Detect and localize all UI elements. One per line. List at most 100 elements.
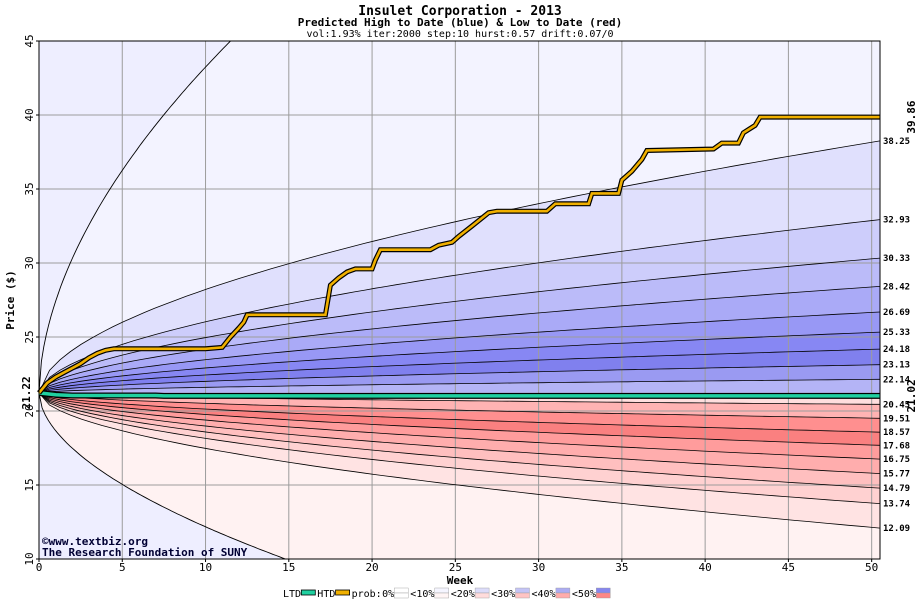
lower-quantile-line: [38, 392, 881, 419]
legend-prob-label: <20%: [451, 589, 475, 600]
lower-quantile-line: [38, 392, 881, 433]
legend-htd-swatch: [335, 589, 351, 596]
upper-probability-band: [39, 258, 880, 393]
x-tick-label: 35: [615, 561, 628, 574]
y-tick-label: 30: [23, 256, 36, 269]
lower-probability-band: [39, 392, 880, 433]
x-tick-label: 15: [282, 561, 295, 574]
legend-prob-swatch-high: [596, 587, 611, 594]
level-label: 24.18: [883, 345, 910, 355]
legend-prob-swatch-high: [474, 587, 490, 594]
lower-probability-band: [39, 392, 880, 446]
lower-quantile-line: [38, 392, 881, 489]
upper-quantile-line: [38, 378, 881, 394]
upper-quantile-line: [38, 331, 881, 394]
level-label: 13.74: [883, 500, 911, 510]
htd-line: [37, 115, 880, 394]
upper-probability-band: [39, 312, 880, 393]
level-label: 20.45: [883, 400, 910, 410]
lower-quantile-line: [38, 392, 881, 460]
y-axis-label: Price ($): [4, 270, 17, 330]
level-label: 16.75: [883, 455, 910, 465]
legend-prob-swatch-low: [515, 592, 530, 599]
legend-prob-swatch-low: [474, 592, 490, 599]
legend-ltd-label: LTD: [283, 589, 301, 600]
legend-prob-swatch-high: [515, 587, 530, 594]
x-tick-label: 10: [199, 561, 212, 574]
level-labels: 38.25 32.93 30.33 28.42 26.69 25.33 24.18 23.13…: [883, 137, 911, 534]
x-tick-label: 45: [782, 561, 795, 574]
chart-subtitle: Predicted High to Date (blue) & Low to D…: [298, 16, 623, 29]
upper-probability-band: [39, 364, 880, 393]
legend-prob-label: 0%: [382, 589, 394, 600]
start-price-label: 21.22: [20, 376, 33, 409]
level-label: 17.68: [883, 441, 910, 451]
lower-quantile-line: [38, 392, 881, 446]
x-axis-ticks: 0 5 10 15 20 25 30 35 40 45 50: [36, 559, 878, 574]
lower-quantile-line: [38, 392, 881, 529]
upper-probability-band: [39, 379, 880, 393]
simulation-parameters: vol:1.93% iter:2000 step:10 hurst:0.57 d…: [306, 29, 613, 40]
y-tick-label: 25: [23, 330, 36, 343]
outer-high-envelope: [38, 40, 248, 393]
legend-prob-label: <30%: [491, 589, 515, 600]
y-tick-label: 45: [23, 34, 36, 47]
x-tick-label: 0: [36, 561, 43, 574]
legend-prob-swatch-low: [596, 592, 611, 599]
x-axis-label: Week: [447, 574, 474, 587]
lower-quantile-line: [38, 392, 881, 504]
legend-prob-label: <50%: [572, 589, 596, 600]
legend-prob-swatch-high: [434, 587, 449, 594]
level-label: 30.33: [883, 254, 910, 264]
x-tick-label: 50: [865, 561, 878, 574]
y-tick-label: 10: [23, 552, 36, 565]
upper-quantile-line: [38, 364, 881, 394]
lower-probability-band: [39, 392, 880, 529]
level-label: 23.13: [883, 361, 910, 371]
level-label: 22.14: [883, 375, 911, 385]
x-tick-label: 25: [449, 561, 462, 574]
y-axis-ticks: 10 15 20 25 30 35 40 45: [23, 34, 39, 566]
level-label: 14.79: [883, 484, 910, 494]
lower-probability-band: [39, 392, 880, 559]
y-tick-label: 40: [23, 108, 36, 121]
y-tick-label: 20: [23, 404, 36, 417]
level-label: 28.42: [883, 282, 910, 292]
plot-border: [38, 40, 881, 560]
current-low-label: 21.02: [905, 379, 918, 412]
level-label: 15.77: [883, 470, 910, 480]
plot-area: [39, 41, 880, 559]
level-label: 38.25: [883, 137, 910, 147]
level-label: 18.57: [883, 428, 910, 438]
upper-probability-band: [39, 349, 880, 393]
upper-quantile-line: [38, 348, 881, 394]
x-tick-label: 20: [365, 561, 378, 574]
lower-quantile-line: [38, 392, 881, 474]
legend-prob-prefix: prob:: [352, 589, 382, 600]
upper-probability-band: [39, 332, 880, 393]
legend-prob-swatch-low: [555, 592, 571, 599]
upper-quantile-line: [38, 286, 881, 394]
level-label: 25.33: [883, 328, 910, 338]
x-tick-label: 40: [699, 561, 712, 574]
legend-prob-swatch-high: [394, 587, 409, 594]
upper-quantile-line: [38, 219, 881, 394]
y-tick-label: 35: [23, 182, 36, 195]
x-tick-label: 30: [532, 561, 545, 574]
legend-prob-swatch-low: [434, 592, 449, 599]
chart-title: Insulet Corporation - 2013: [358, 4, 562, 19]
lower-probability-band: [39, 392, 880, 489]
legend-prob-label: <40%: [532, 589, 556, 600]
upper-quantile-line: [38, 311, 881, 394]
lower-probability-band: [39, 392, 880, 504]
legend-htd-label: HTD: [317, 589, 335, 600]
legend-prob-swatch-low: [394, 592, 409, 599]
level-label: 19.51: [883, 414, 910, 424]
legend-prob-swatch-high: [555, 587, 571, 594]
level-label: 26.69: [883, 308, 910, 318]
series-layer: [37, 40, 881, 560]
level-label: 32.93: [883, 216, 910, 226]
legend-ltd-swatch: [300, 589, 316, 596]
upper-probability-band: [39, 41, 880, 393]
